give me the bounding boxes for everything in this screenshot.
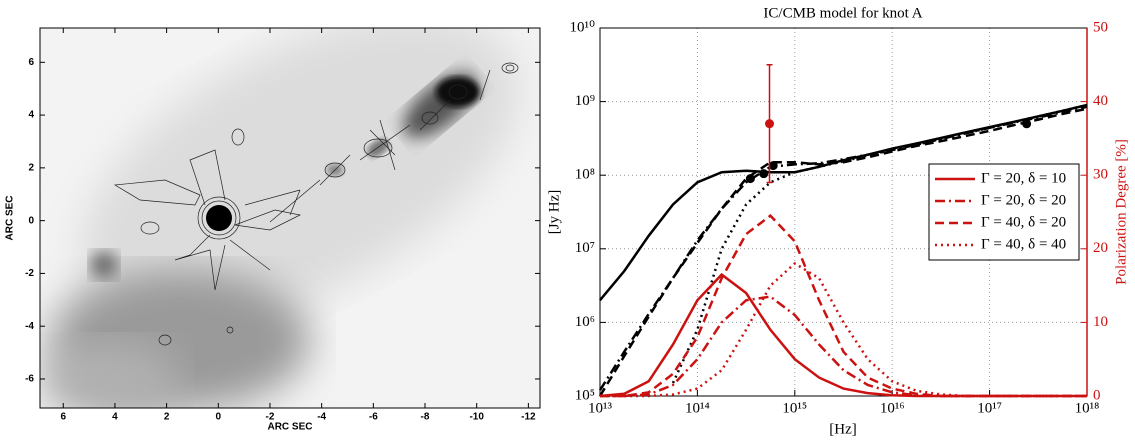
data-point <box>765 119 775 129</box>
x-tick-label: 10¹⁷ <box>977 400 1002 416</box>
y-tick-label: -4 <box>25 321 34 332</box>
y2-tick-label: 40 <box>1093 93 1108 109</box>
y2-tick-label: 10 <box>1093 314 1108 330</box>
x-tick-label: -12 <box>521 412 536 423</box>
x-tick-label: -8 <box>421 412 430 423</box>
y-tick-label: 10⁵ <box>575 387 595 403</box>
image-frame <box>39 27 541 409</box>
legend-label: Γ = 20, δ = 20 <box>981 192 1066 208</box>
x-tick-label: 10¹⁸ <box>1075 400 1100 416</box>
y-tick-label: 10¹⁰ <box>569 19 595 35</box>
x-tick-label: 10¹⁶ <box>880 400 905 416</box>
model-curve <box>600 214 1087 398</box>
y2-axis-label: Polarization Degree [%] <box>1113 139 1129 285</box>
chart-title: IC/CMB model for knot A <box>763 5 922 21</box>
y-tick-label: 10⁷ <box>575 240 595 256</box>
model-curve <box>600 261 1087 398</box>
x-tick-label: 10¹⁴ <box>685 400 710 416</box>
data-point <box>759 169 769 179</box>
y-axis-label: [Jy Hz] <box>546 190 562 235</box>
y-tick-label: 6 <box>28 57 34 68</box>
model-curve <box>600 295 1087 398</box>
x-axis-label: [Hz] <box>829 421 856 437</box>
x-tick-label: 6 <box>60 412 66 423</box>
y-tick-label: -2 <box>25 268 34 279</box>
y2-tick-label: 0 <box>1093 387 1101 403</box>
x-tick-label: 10¹³ <box>588 400 612 416</box>
x-tick-label: 10¹⁵ <box>782 400 807 416</box>
data-point <box>745 174 755 184</box>
x-axis-label: ARC SEC <box>267 422 312 433</box>
image-panel: ARC SEC ARC SEC 6 4 2 0 -2 -4 -6 -8 -10 -12 -6 -4 -2… <box>5 27 541 433</box>
x-tick-label: -2 <box>266 412 275 423</box>
x-tick-label: 2 <box>164 412 170 423</box>
y-tick-label: 2 <box>28 163 34 174</box>
x-tick-label: 4 <box>112 412 118 423</box>
y-tick-label: 10⁶ <box>575 314 595 330</box>
y-tick-label: 10⁹ <box>575 93 595 109</box>
legend-label: Γ = 20, δ = 10 <box>981 170 1066 186</box>
data-point <box>1022 119 1032 129</box>
y2-tick-label: 50 <box>1093 19 1108 35</box>
model-curve <box>598 107 1088 397</box>
y2-tick-label: 30 <box>1093 167 1108 183</box>
x-tick-label: 0 <box>216 412 222 423</box>
y-tick-label: -6 <box>25 374 34 385</box>
y-tick-label: 10⁸ <box>575 167 595 183</box>
x-tick-label: -10 <box>469 412 484 423</box>
y-tick-label: 0 <box>28 215 34 226</box>
legend-label: Γ = 40, δ = 20 <box>981 214 1066 230</box>
data-point <box>768 161 778 171</box>
legend-label: Γ = 40, δ = 40 <box>981 236 1066 252</box>
x-tick-label: -4 <box>317 412 326 423</box>
model-curve <box>671 103 1088 384</box>
sky-image <box>40 28 540 408</box>
y-axis-label: ARC SEC <box>5 195 16 240</box>
y2-tick-label: 20 <box>1093 240 1108 256</box>
model-curve <box>599 272 1087 398</box>
model-panel: IC/CMB model for knot A [Hz] [Jy Hz] Pol… <box>546 5 1129 437</box>
x-tick-label: -6 <box>369 412 378 423</box>
y-tick-label: 4 <box>28 110 34 121</box>
